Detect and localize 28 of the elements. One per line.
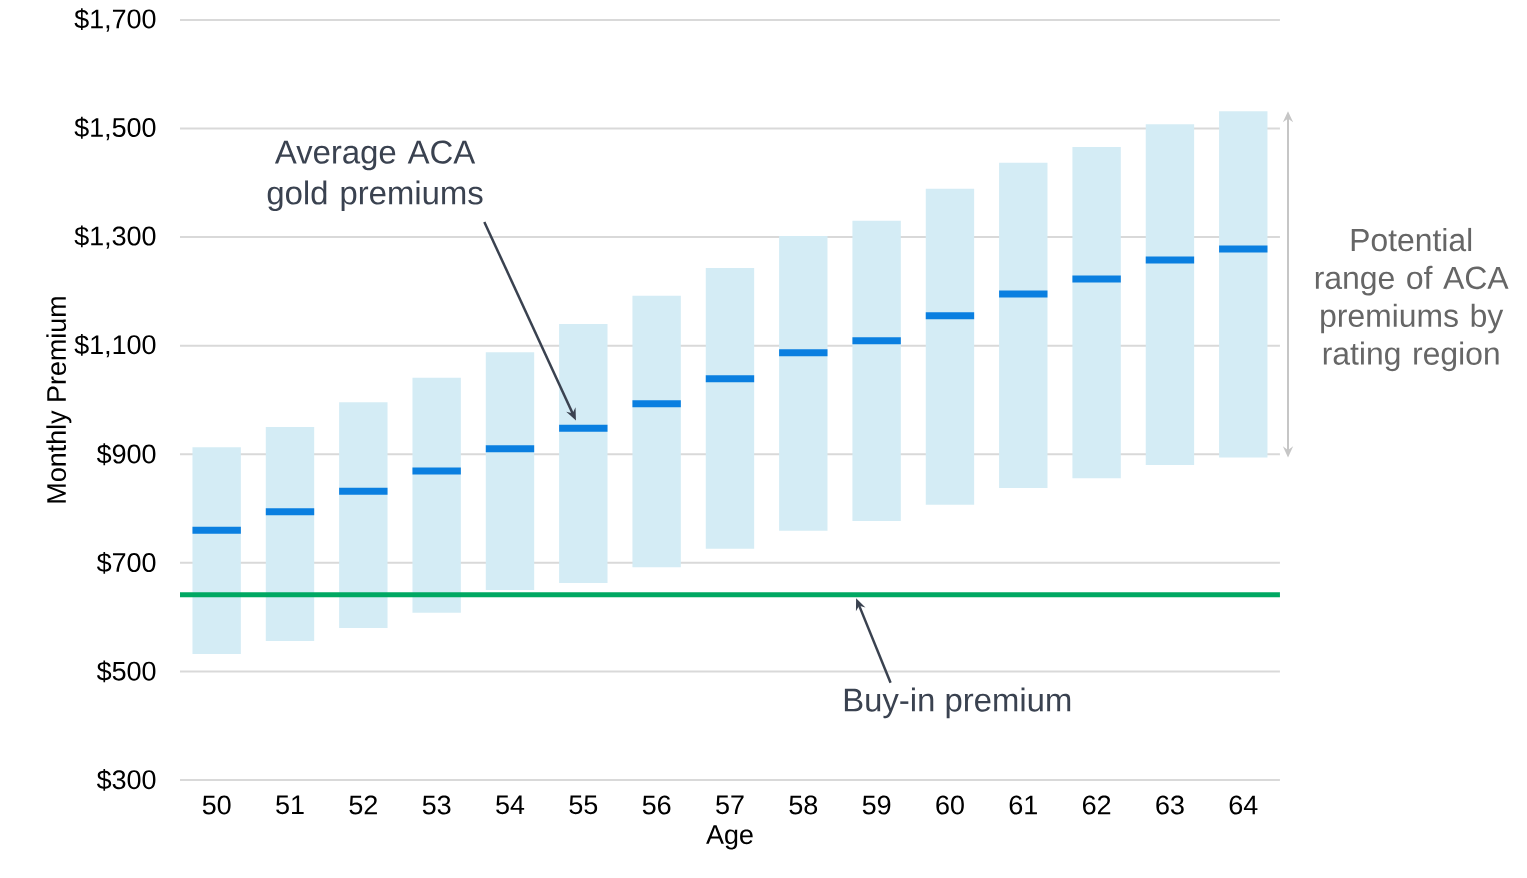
x-tick-label: 53 [422,795,451,815]
x-axis-title: Age [706,825,753,850]
y-tick-label: $300 [96,769,156,791]
y-tick-label: $500 [96,660,156,683]
x-tick-label: 63 [1156,795,1184,815]
y-tick-label: $900 [96,443,156,466]
x-tick-label: 64 [1229,795,1258,815]
y-tick-label: $700 [96,551,156,574]
x-tick-label: 54 [496,795,525,815]
y-tick-label: $1,700 [74,8,156,32]
text: Potential range of ACA premiums by rating region [1315,227,1509,372]
ref-line-label: Buy-in premium [844,687,1071,719]
x-tick-label: 55 [569,795,598,815]
x-tick-label: 62 [1083,795,1111,815]
y-tick-label: $1,100 [74,334,156,358]
y-axis-title: Monthly Premium [46,297,72,503]
x-tick-label: 60 [936,795,964,815]
x-tick-label: 56 [642,795,671,815]
y-tick-label: $1,300 [74,225,156,249]
x-tick-label: 58 [789,795,818,815]
x-tick-label: 57 [716,795,744,815]
x-tick-label: 61 [1009,795,1037,815]
x-tick-label: 51 [276,795,304,815]
x-tick-label: 52 [349,795,377,815]
annotation: Average ACA gold premiums [267,140,483,212]
y-tick-label: $1,500 [74,116,156,141]
x-tick-label: 50 [202,795,231,815]
x-tick-label: 59 [862,795,891,815]
